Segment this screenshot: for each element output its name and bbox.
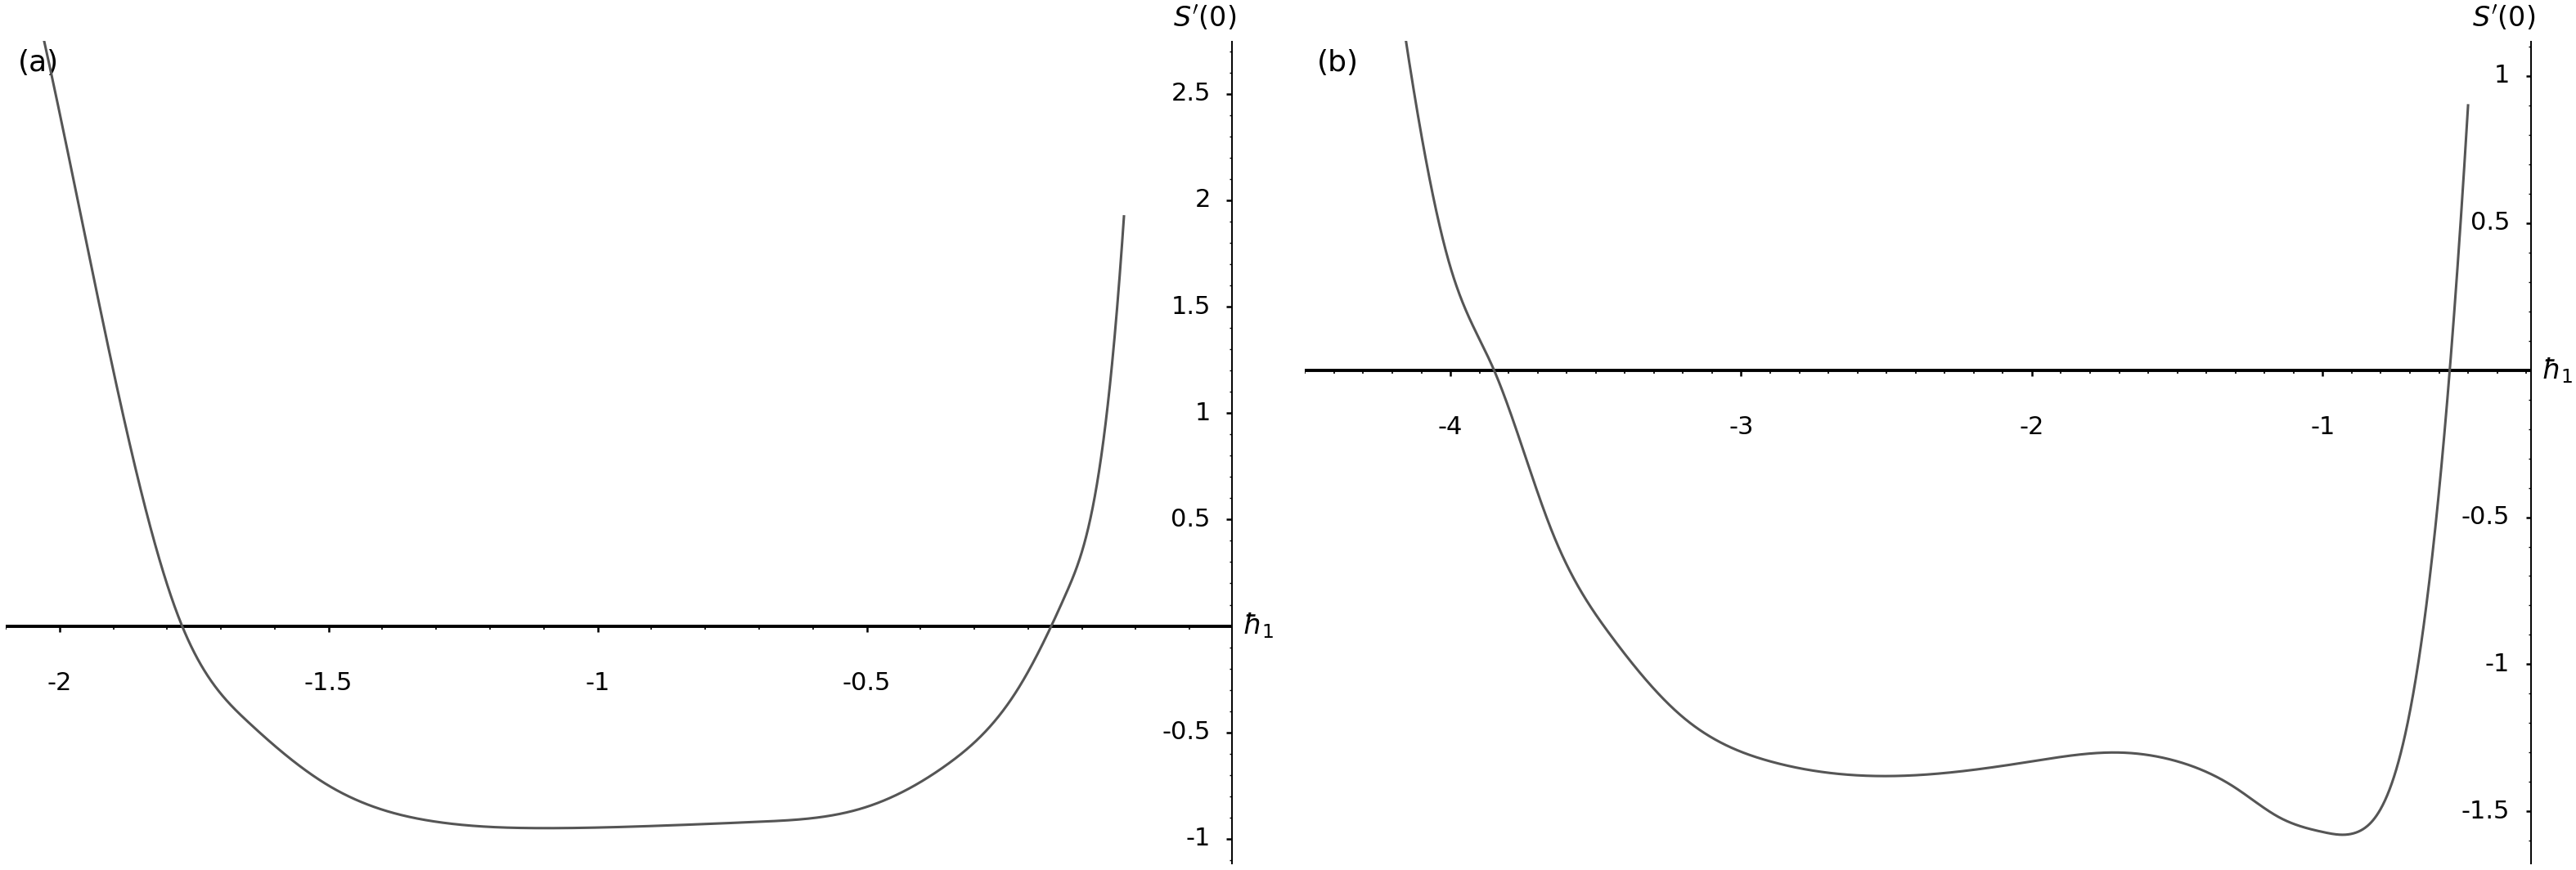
Text: -1: -1 [2486,652,2509,676]
Text: 1: 1 [2494,64,2509,88]
Text: 1: 1 [1195,401,1211,425]
Text: -1.5: -1.5 [2460,800,2509,823]
Text: -1: -1 [2311,416,2334,439]
Text: $S'(0)$: $S'(0)$ [1172,4,1236,32]
Text: (a): (a) [18,49,59,77]
Text: 1.5: 1.5 [1172,295,1211,318]
Text: $\hbar_1$: $\hbar_1$ [2543,356,2573,385]
Text: -3: -3 [1728,416,1754,439]
Text: -2: -2 [46,672,72,695]
Text: -0.5: -0.5 [1162,720,1211,744]
Text: (b): (b) [1316,49,1360,77]
Text: 2.5: 2.5 [1172,82,1211,106]
Text: -1: -1 [585,672,611,695]
Text: $S'(0)$: $S'(0)$ [2473,4,2535,32]
Text: -0.5: -0.5 [2460,505,2509,529]
Text: $\hbar_1$: $\hbar_1$ [1242,612,1273,640]
Text: 2: 2 [1195,189,1211,212]
Text: -1.5: -1.5 [304,672,353,695]
Text: 0.5: 0.5 [1172,508,1211,532]
Text: -4: -4 [1437,416,1463,439]
Text: -1: -1 [1185,826,1211,851]
Text: -2: -2 [2020,416,2045,439]
Text: 0.5: 0.5 [2470,211,2509,235]
Text: -0.5: -0.5 [842,672,891,695]
